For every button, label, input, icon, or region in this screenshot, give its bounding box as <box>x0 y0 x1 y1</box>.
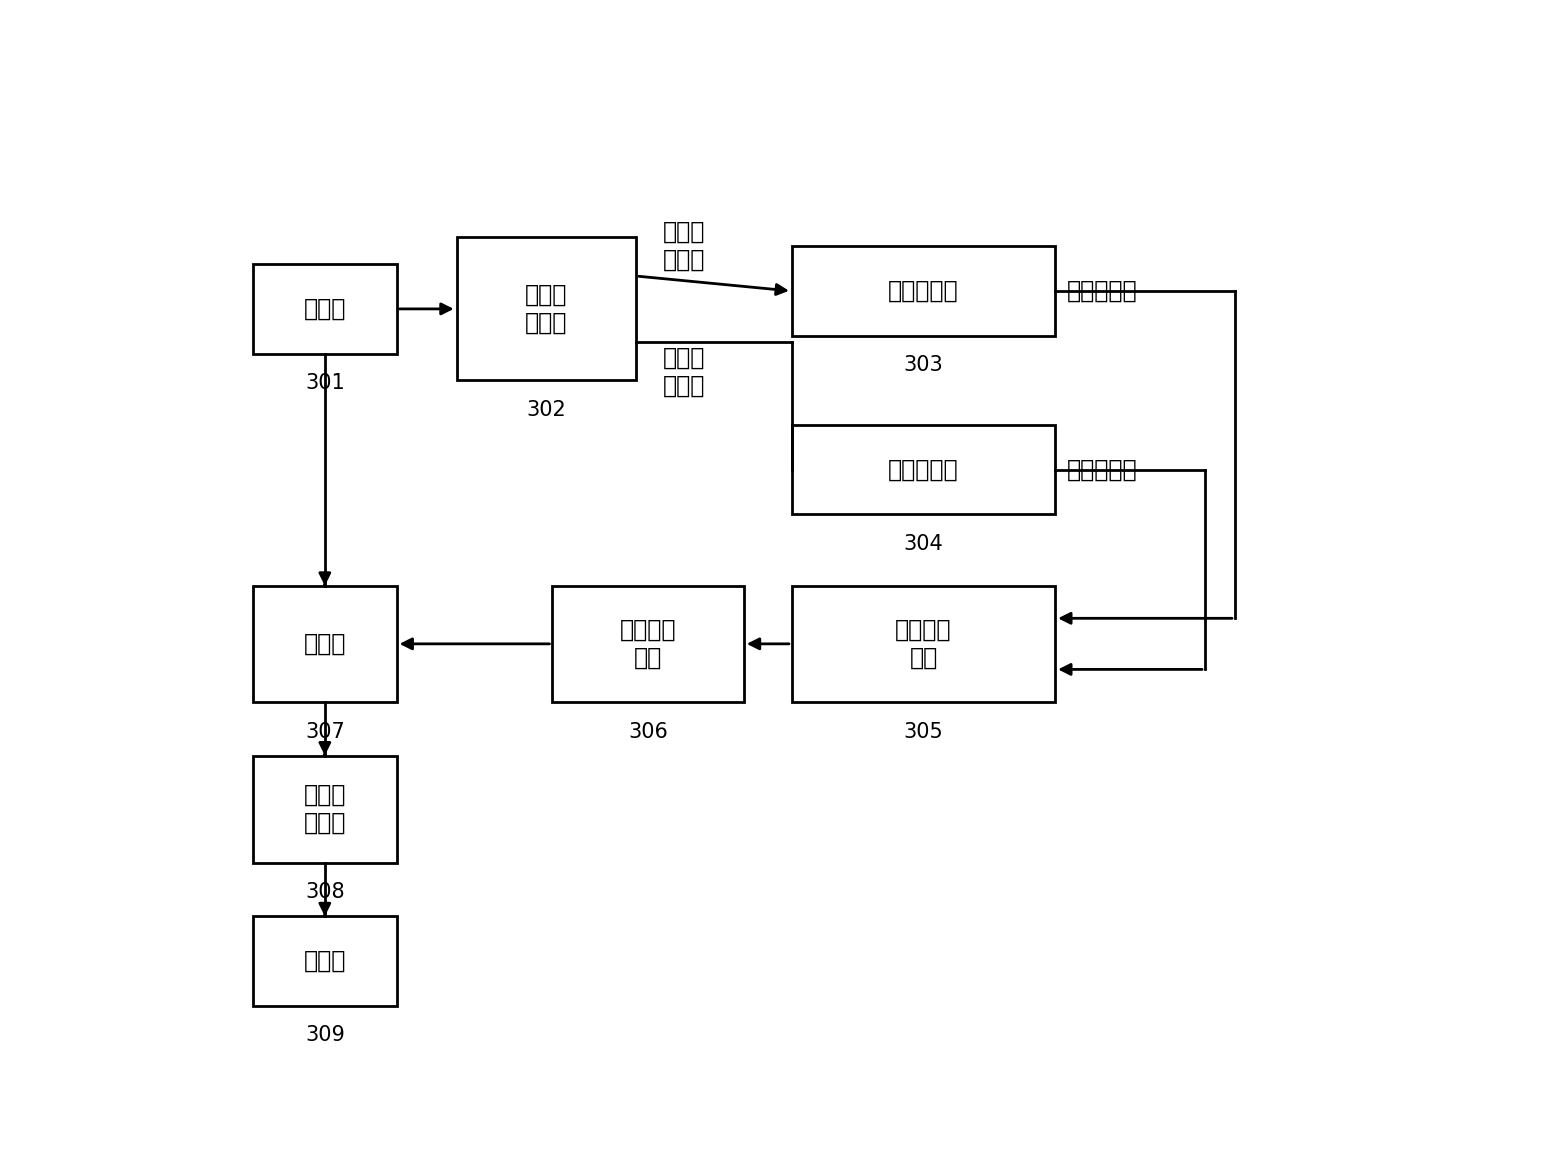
Text: 第一波
长光波: 第一波 长光波 <box>663 219 705 271</box>
Text: 第二滤光片: 第二滤光片 <box>888 458 959 481</box>
Text: 鉴相器: 鉴相器 <box>304 949 346 973</box>
Bar <box>791 425 1055 514</box>
Text: 光波发
射装置: 光波发 射装置 <box>525 283 567 335</box>
Text: 混频器: 混频器 <box>304 632 346 655</box>
Text: 303: 303 <box>904 355 944 376</box>
Text: 305: 305 <box>904 722 944 741</box>
Text: 301: 301 <box>304 374 345 393</box>
Bar <box>553 586 745 702</box>
Text: 308: 308 <box>304 883 345 902</box>
Text: 第一滤光片: 第一滤光片 <box>888 280 959 303</box>
Text: 304: 304 <box>904 534 944 554</box>
Text: 309: 309 <box>304 1025 345 1045</box>
Text: 307: 307 <box>304 722 345 741</box>
Text: 低频放
大装置: 低频放 大装置 <box>304 783 346 835</box>
Bar <box>253 755 397 863</box>
Text: 内光路信号: 内光路信号 <box>1068 458 1137 481</box>
Text: 光电转换
装置: 光电转换 装置 <box>895 618 952 669</box>
Text: 外光路信号: 外光路信号 <box>1068 280 1137 303</box>
Text: 振荡器: 振荡器 <box>304 297 346 321</box>
Bar <box>457 238 637 380</box>
Bar <box>791 246 1055 335</box>
Text: 高频放大
装置: 高频放大 装置 <box>620 618 677 669</box>
Text: 第二波
长光波: 第二波 长光波 <box>663 346 705 398</box>
Text: 302: 302 <box>527 400 565 420</box>
Bar <box>253 916 397 1006</box>
Bar <box>253 264 397 354</box>
Text: 306: 306 <box>629 722 667 741</box>
Bar <box>791 586 1055 702</box>
Bar <box>253 586 397 702</box>
